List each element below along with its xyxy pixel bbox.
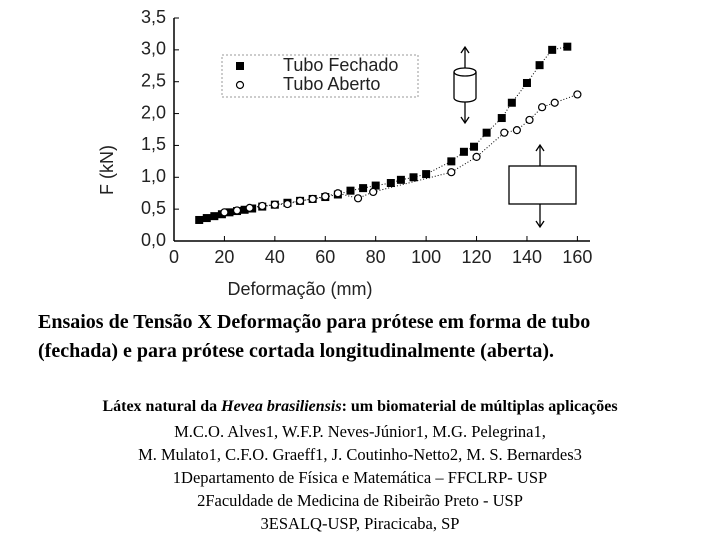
y-tick-label: 0,0	[141, 230, 166, 250]
inset-cylinder	[453, 45, 477, 125]
data-point	[353, 194, 363, 203]
data-point	[422, 170, 431, 179]
y-tick-label: 2,5	[141, 70, 166, 90]
legend-label: Tubo Aberto	[283, 74, 380, 94]
data-point	[497, 114, 506, 123]
inset-sheet	[508, 143, 577, 229]
data-point	[573, 90, 582, 99]
data-point	[202, 214, 211, 223]
title-text: : um biomaterial de múltiplas aplicações	[341, 398, 618, 415]
x-tick-label: 100	[411, 247, 441, 267]
data-point	[447, 157, 456, 166]
data-point	[220, 208, 229, 217]
data-point	[359, 184, 368, 193]
legend-marker	[235, 80, 245, 90]
y-tick-label: 3,0	[141, 39, 166, 59]
x-tick-label: 80	[366, 247, 386, 267]
x-tick-label: 60	[315, 247, 335, 267]
data-point	[321, 192, 330, 201]
chart: Deformação (mm) F (kN) 0,0 0,5 1,0 1,5 2,0 2,…	[97, 7, 593, 299]
data-point	[563, 42, 572, 51]
x-tick-label: 160	[562, 247, 592, 267]
y-tick-label: 2,0	[141, 102, 166, 122]
y-tick-label: 0,5	[141, 198, 166, 218]
data-point	[550, 98, 559, 107]
data-point	[459, 147, 468, 156]
data-point	[525, 115, 534, 125]
x-tick-label: 40	[265, 247, 285, 267]
data-point	[548, 45, 557, 54]
affiliation-line: 3ESALQ-USP, Piracicaba, SP	[260, 514, 460, 533]
data-point	[270, 200, 279, 209]
data-point	[283, 199, 292, 209]
data-point	[371, 181, 380, 190]
data-point	[537, 103, 547, 112]
data-point	[258, 201, 267, 211]
x-tick-label: 120	[462, 247, 492, 267]
data-point	[447, 168, 456, 177]
data-point	[409, 173, 418, 182]
data-point	[369, 187, 378, 197]
data-point	[470, 142, 479, 151]
author-line: M.C.O. Alves1, W.F.P. Neves-Júnior1, M.G…	[174, 422, 546, 441]
data-point	[232, 206, 242, 215]
data-point	[500, 128, 509, 137]
data-point	[225, 208, 234, 217]
data-point	[195, 215, 204, 224]
title-text: Látex natural da	[102, 398, 222, 415]
title-species: Hevea brasiliensis	[221, 398, 342, 415]
data-point	[512, 126, 521, 135]
x-tick-label: 140	[512, 247, 542, 267]
y-tick-label: 1,5	[141, 134, 166, 154]
affiliation-line: 1Departamento de Física e Matemática – F…	[172, 468, 548, 487]
y-tick-label: 1,0	[141, 166, 166, 186]
caption-line: (fechada) e para prótese cortada longitu…	[38, 340, 555, 362]
data-point	[522, 78, 531, 87]
legend-box	[221, 54, 419, 98]
legend-label: Tubo Fechado	[283, 55, 398, 75]
data-point	[240, 205, 249, 214]
data-point	[308, 194, 317, 204]
x-axis-label: Deformação (mm)	[227, 279, 372, 299]
data-point	[507, 98, 516, 107]
data-point	[482, 128, 491, 137]
data-point	[210, 212, 219, 221]
data-point	[295, 196, 305, 205]
author-line: M. Mulato1, C.F.O. Graeff1, J. Coutinho-…	[138, 445, 582, 464]
data-point	[346, 186, 355, 195]
data-point	[396, 175, 405, 184]
y-axis-label: F (kN)	[97, 145, 117, 195]
affiliation-line: 2Faculdade de Medicina de Ribeirão Preto…	[197, 491, 523, 510]
data-point	[333, 189, 342, 198]
data-point	[245, 203, 254, 212]
x-tick-label: 20	[214, 247, 234, 267]
caption-line: Ensaios de Tensão X Deformação para prót…	[38, 311, 591, 333]
data-point	[535, 61, 544, 70]
data-point	[386, 179, 395, 188]
legend-marker	[236, 62, 244, 70]
paper-title: Látex natural da Hevea brasiliensis: um …	[0, 398, 720, 416]
x-tick-label: 0	[169, 247, 179, 267]
data-point	[472, 152, 481, 161]
y-tick-label: 3,5	[141, 7, 166, 27]
